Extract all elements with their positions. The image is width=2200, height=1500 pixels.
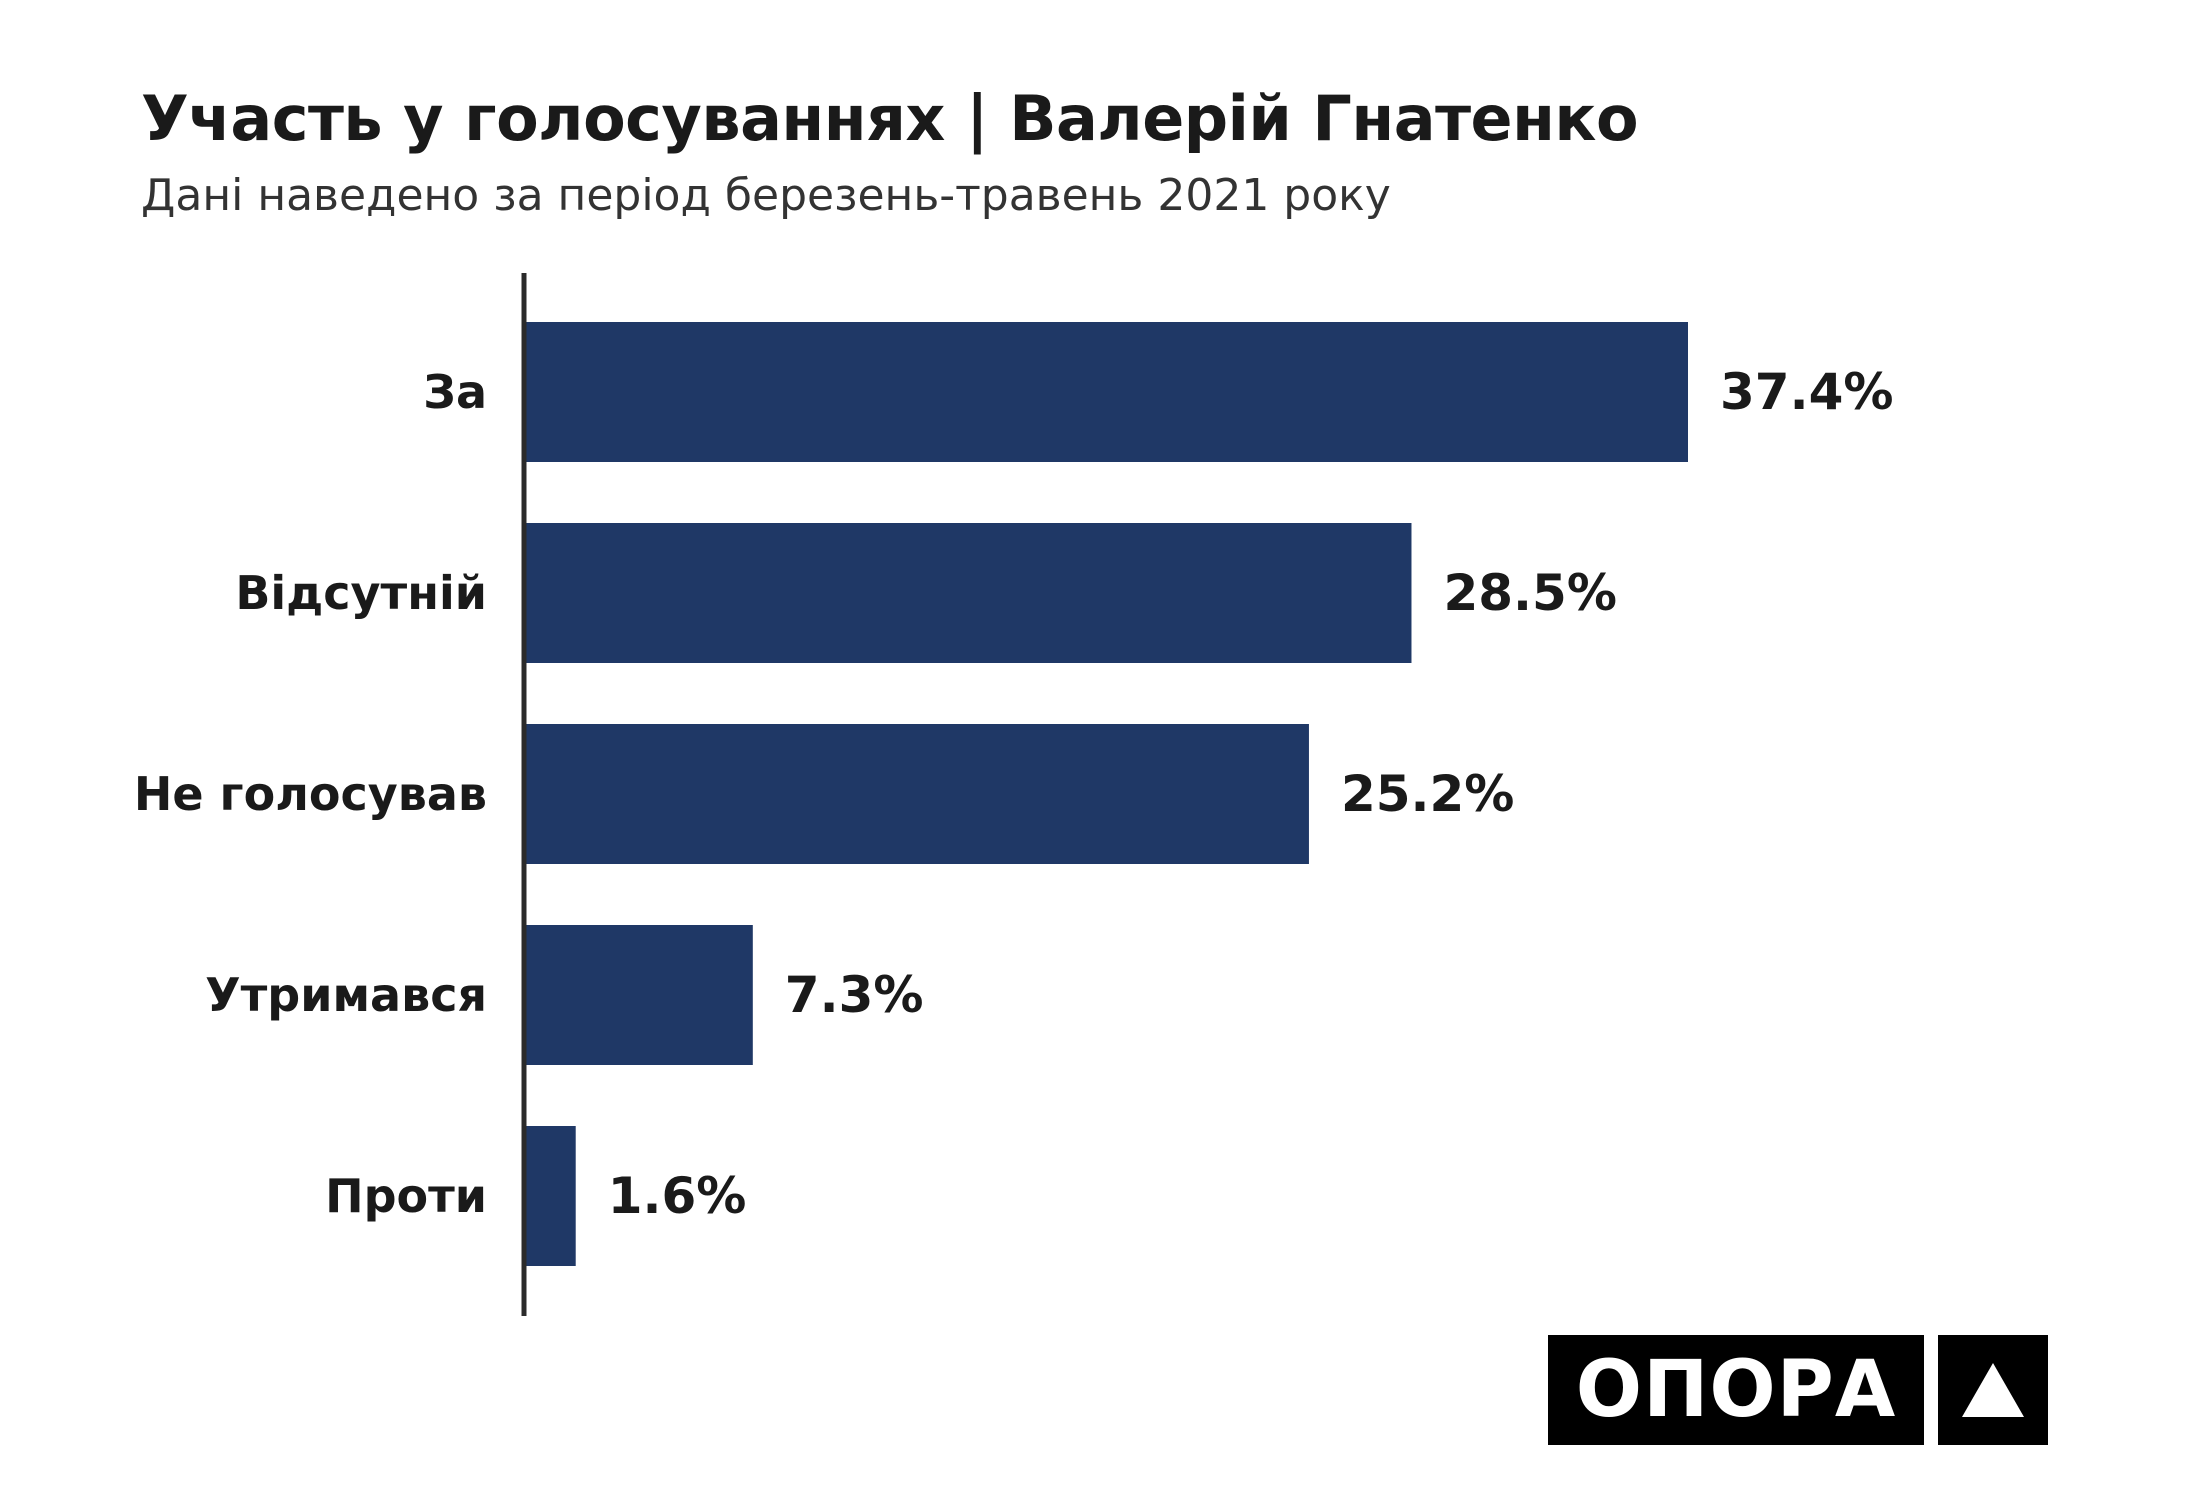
bar-0 [526,322,1688,462]
value-label-4: 1.6% [608,1167,747,1225]
bar-3 [526,925,753,1065]
category-label-2: Не голосував [134,767,487,821]
bar-1 [526,523,1412,663]
category-label-3: Утримався [205,968,487,1022]
value-label-1: 28.5% [1443,564,1616,622]
triangle-icon [1938,1335,2048,1445]
bar-4 [526,1126,576,1266]
value-label-2: 25.2% [1341,765,1514,823]
value-label-0: 37.4% [1720,363,1893,421]
category-label-1: Відсутній [235,566,487,620]
opora-logo: ОПОРА [1548,1335,2048,1445]
value-label-3: 7.3% [785,966,924,1024]
chart-title: Участь у голосуваннях | Валерій Гнатенко [141,82,1639,155]
chart-subtitle: Дані наведено за період березень-травень… [141,170,1391,221]
category-label-4: Проти [325,1169,487,1223]
category-label-0: За [423,365,487,419]
logo-wordmark: ОПОРА [1548,1335,1924,1445]
bar-2 [526,724,1309,864]
